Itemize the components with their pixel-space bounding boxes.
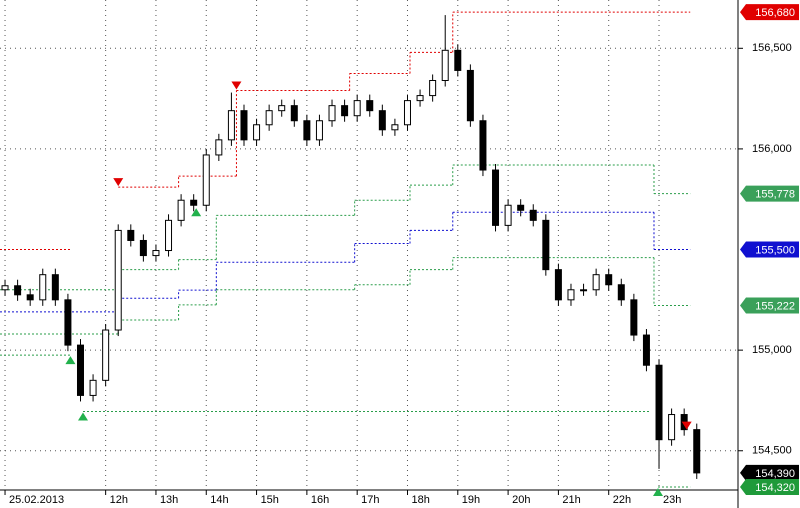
candle-body [592,274,600,291]
candle-body [517,204,525,211]
x-tick-label: 21h [562,494,580,506]
x-tick-label: 13h [160,494,178,506]
price-label: 156,680 [755,7,795,19]
x-tick-label: 16h [311,494,329,506]
candle-body [152,250,160,257]
candle-body [127,229,135,241]
x-tick-label: 17h [361,494,379,506]
candle-body [51,274,59,301]
candle-body [504,204,512,226]
x-tick-label: 25.02.2013 [9,494,64,506]
candle-body [227,110,235,141]
x-tick-label: 23h [663,494,681,506]
candle-body [165,219,173,252]
candle-body [580,289,588,292]
candle-body [26,294,34,301]
x-tick-label: 14h [210,494,228,506]
buy-signal [653,487,664,496]
candle-body [567,289,575,301]
x-tick-label: 18h [411,494,429,506]
candle-body [391,124,399,131]
y-tick-label: 156,500 [752,42,792,54]
candle-body [190,199,198,206]
candle-body [617,284,625,301]
candle-body [542,219,550,271]
y-tick-label: 156,000 [752,143,792,155]
candle-body [328,105,336,122]
candle-body [668,414,676,441]
candle-body [14,285,22,296]
candle-body [693,429,701,474]
buy-signal [78,412,89,421]
candle-body [240,110,248,141]
candle-body [341,105,349,117]
candle-body [202,154,210,206]
buy-signal [65,356,76,365]
price-label-box [740,464,799,481]
y-tick-label: 155,000 [752,344,792,356]
x-tick-label: 20h [512,494,530,506]
price-label-box [740,297,799,314]
price-label: 154,320 [755,482,795,494]
candle-body [353,100,361,117]
candle-body [76,344,84,396]
price-label-box [740,4,799,21]
price-label-box [740,241,799,258]
sell-signal [681,421,692,430]
candle-body [554,269,562,301]
candle-body [303,120,311,141]
candle-body [278,105,286,112]
price-label: 155,778 [755,188,795,200]
x-tick-label: 12h [110,494,128,506]
candle-body [265,110,273,126]
candle-body [454,49,462,71]
candle-body [416,95,424,102]
buy-signal [191,208,202,217]
candle-body [215,139,223,156]
price-label-box [740,185,799,202]
x-tick-label: 22h [613,494,631,506]
price-label-box [740,478,799,495]
candle-body [139,239,147,257]
price-label: 154,390 [755,468,795,480]
candle-body [479,120,487,171]
candle-body [378,110,386,131]
candle-body [39,274,47,301]
sell-signal [113,178,124,187]
candle-body [366,100,374,112]
candle-body [466,69,474,122]
candle-body [655,364,663,441]
candle-body [64,299,72,346]
sell-signal [231,81,242,90]
candle-body [529,209,537,221]
candle-body [177,199,185,221]
candle-body [315,120,323,141]
candle-body [102,329,110,381]
candle-body [89,379,97,396]
candle-body [253,124,261,141]
candle-body [492,169,500,226]
candle-body [1,285,9,291]
candle-body [290,105,298,122]
candle-body [441,49,449,81]
candle-body [403,100,411,126]
candle-body [605,274,613,286]
x-tick-label: 19h [462,494,480,506]
candle-body [630,299,638,336]
y-tick-label: 154,500 [752,445,792,457]
price-label: 155,222 [755,300,795,312]
price-label: 155,500 [755,244,795,256]
candle-body [114,229,122,331]
candle-body [642,334,650,366]
x-tick-label: 15h [261,494,279,506]
candle-body [429,79,437,97]
